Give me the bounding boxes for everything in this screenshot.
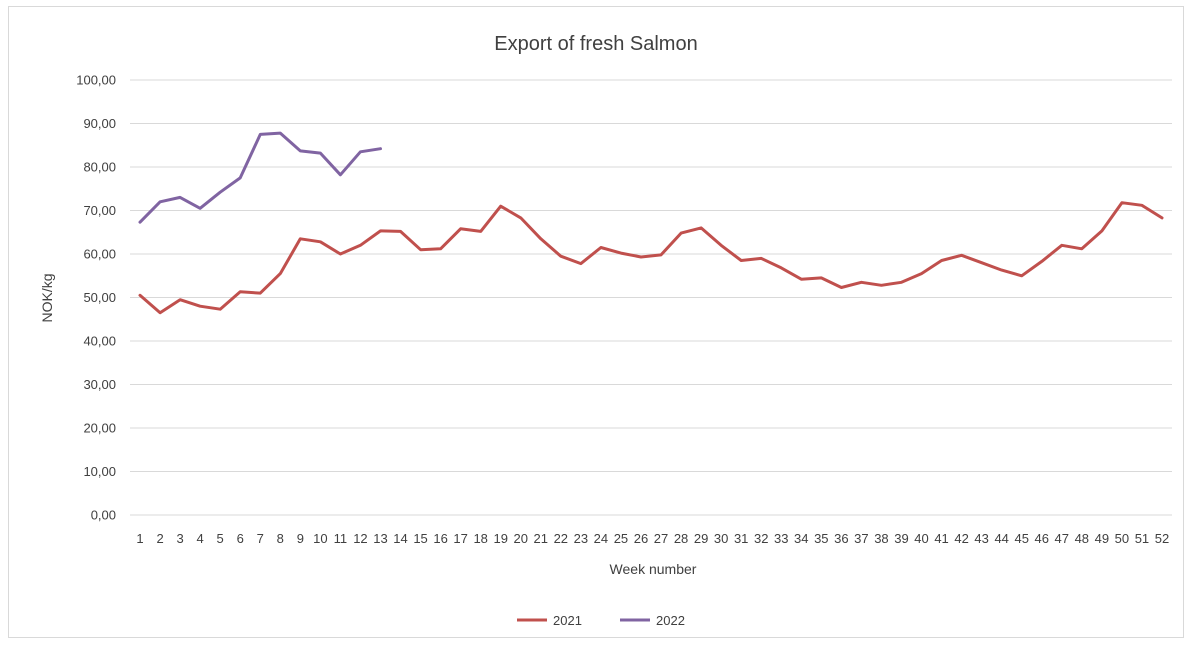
legend: 2021 2022 bbox=[517, 613, 685, 628]
x-tick-label: 29 bbox=[694, 531, 708, 546]
x-tick-label: 49 bbox=[1095, 531, 1109, 546]
x-tick-label: 3 bbox=[176, 531, 183, 546]
y-axis-label: NOK/kg bbox=[39, 273, 55, 322]
x-axis-ticks: 1 2 3 4 5 6 7 8 9 10 11 12 13 14 15 16 17 18 19 20 21 22 23 24 2… bbox=[136, 531, 1169, 546]
x-tick-label: 38 bbox=[874, 531, 888, 546]
x-tick-label: 52 bbox=[1155, 531, 1169, 546]
x-tick-label: 23 bbox=[574, 531, 588, 546]
x-tick-label: 30 bbox=[714, 531, 728, 546]
x-tick-label: 21 bbox=[534, 531, 548, 546]
x-tick-label: 11 bbox=[334, 531, 348, 546]
x-tick-label: 8 bbox=[277, 531, 284, 546]
x-tick-label: 50 bbox=[1115, 531, 1129, 546]
x-tick-label: 1 bbox=[136, 531, 143, 546]
x-tick-label: 48 bbox=[1075, 531, 1089, 546]
x-tick-label: 7 bbox=[257, 531, 264, 546]
y-tick-label: 90,00 bbox=[83, 116, 116, 131]
x-tick-label: 47 bbox=[1055, 531, 1069, 546]
x-tick-label: 12 bbox=[353, 531, 367, 546]
y-tick-label: 100,00 bbox=[76, 73, 116, 88]
x-tick-label: 2 bbox=[156, 531, 163, 546]
legend-label-2022: 2022 bbox=[656, 613, 685, 628]
x-tick-label: 16 bbox=[433, 531, 447, 546]
x-tick-label: 5 bbox=[217, 531, 224, 546]
y-tick-label: 10,00 bbox=[83, 464, 116, 479]
x-tick-label: 6 bbox=[237, 531, 244, 546]
legend-label-2021: 2021 bbox=[553, 613, 582, 628]
x-tick-label: 44 bbox=[994, 531, 1008, 546]
x-tick-label: 42 bbox=[954, 531, 968, 546]
gridlines bbox=[130, 80, 1172, 515]
x-tick-label: 22 bbox=[554, 531, 568, 546]
x-tick-label: 27 bbox=[654, 531, 668, 546]
x-tick-label: 41 bbox=[934, 531, 948, 546]
x-tick-label: 40 bbox=[914, 531, 928, 546]
x-tick-label: 20 bbox=[514, 531, 528, 546]
x-tick-label: 4 bbox=[197, 531, 204, 546]
x-tick-label: 25 bbox=[614, 531, 628, 546]
x-tick-label: 18 bbox=[473, 531, 487, 546]
x-tick-label: 35 bbox=[814, 531, 828, 546]
chart-title: Export of fresh Salmon bbox=[494, 33, 697, 55]
x-tick-label: 14 bbox=[393, 531, 407, 546]
x-tick-label: 51 bbox=[1135, 531, 1149, 546]
series-lines bbox=[140, 133, 1162, 313]
x-tick-label: 37 bbox=[854, 531, 868, 546]
x-tick-label: 15 bbox=[413, 531, 427, 546]
x-tick-label: 43 bbox=[974, 531, 988, 546]
x-tick-label: 34 bbox=[794, 531, 808, 546]
x-tick-label: 31 bbox=[734, 531, 748, 546]
y-tick-label: 70,00 bbox=[83, 203, 116, 218]
y-tick-label: 20,00 bbox=[83, 421, 116, 436]
x-tick-label: 24 bbox=[594, 531, 608, 546]
y-tick-label: 60,00 bbox=[83, 247, 116, 262]
y-tick-label: 40,00 bbox=[83, 334, 116, 349]
x-tick-label: 13 bbox=[373, 531, 387, 546]
x-tick-label: 36 bbox=[834, 531, 848, 546]
x-tick-label: 28 bbox=[674, 531, 688, 546]
x-tick-label: 46 bbox=[1035, 531, 1049, 546]
x-tick-label: 19 bbox=[493, 531, 507, 546]
y-tick-label: 30,00 bbox=[83, 377, 116, 392]
x-tick-label: 45 bbox=[1014, 531, 1028, 546]
series-line-2022 bbox=[140, 133, 381, 222]
x-tick-label: 39 bbox=[894, 531, 908, 546]
x-tick-label: 26 bbox=[634, 531, 648, 546]
y-axis-ticks: 0,00 10,00 20,00 30,00 40,00 50,00 60,00 70,00 8… bbox=[76, 73, 116, 523]
y-tick-label: 80,00 bbox=[83, 160, 116, 175]
x-tick-label: 32 bbox=[754, 531, 768, 546]
x-tick-label: 17 bbox=[453, 531, 467, 546]
x-tick-label: 10 bbox=[313, 531, 327, 546]
x-tick-label: 33 bbox=[774, 531, 788, 546]
series-line-2021 bbox=[140, 203, 1162, 313]
x-tick-label: 9 bbox=[297, 531, 304, 546]
y-tick-label: 50,00 bbox=[83, 290, 116, 305]
x-axis-label: Week number bbox=[610, 561, 697, 577]
y-tick-label: 0,00 bbox=[91, 508, 116, 523]
